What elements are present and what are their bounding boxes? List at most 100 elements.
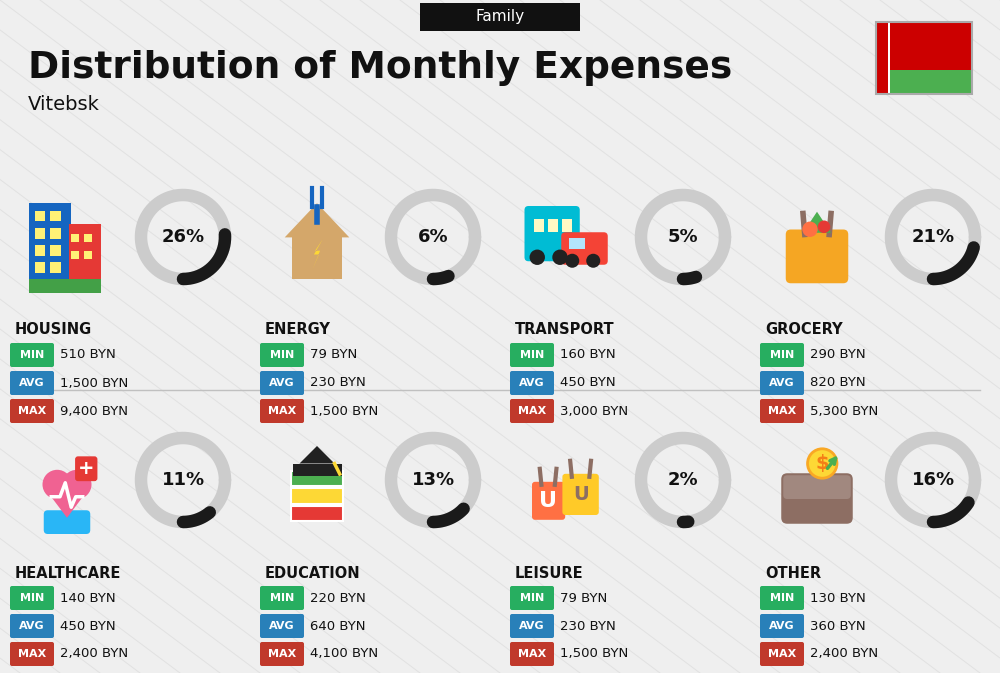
- Text: 2%: 2%: [668, 471, 698, 489]
- Text: MAX: MAX: [18, 649, 46, 659]
- Text: Family: Family: [475, 9, 525, 24]
- Text: Vitebsk: Vitebsk: [28, 96, 100, 114]
- Text: MAX: MAX: [268, 406, 296, 416]
- Polygon shape: [803, 212, 831, 233]
- FancyBboxPatch shape: [71, 251, 79, 259]
- Text: 230 BYN: 230 BYN: [560, 620, 616, 633]
- Text: 21%: 21%: [911, 228, 955, 246]
- Text: 130 BYN: 130 BYN: [810, 592, 866, 604]
- FancyBboxPatch shape: [510, 586, 554, 610]
- Text: 4,100 BYN: 4,100 BYN: [310, 647, 378, 660]
- FancyBboxPatch shape: [510, 371, 554, 395]
- FancyBboxPatch shape: [44, 510, 90, 534]
- Text: MAX: MAX: [518, 406, 546, 416]
- FancyBboxPatch shape: [876, 22, 972, 70]
- Text: EDUCATION: EDUCATION: [265, 565, 361, 581]
- Text: 26%: 26%: [161, 228, 205, 246]
- Text: MIN: MIN: [770, 593, 794, 603]
- Text: AVG: AVG: [19, 378, 45, 388]
- FancyBboxPatch shape: [781, 473, 853, 524]
- Text: OTHER: OTHER: [765, 565, 821, 581]
- FancyBboxPatch shape: [760, 642, 804, 666]
- FancyBboxPatch shape: [760, 371, 804, 395]
- FancyBboxPatch shape: [291, 488, 343, 504]
- Polygon shape: [312, 240, 323, 270]
- Text: +: +: [78, 459, 94, 479]
- FancyBboxPatch shape: [29, 279, 101, 293]
- FancyBboxPatch shape: [35, 262, 45, 273]
- Circle shape: [802, 221, 818, 237]
- FancyBboxPatch shape: [292, 464, 342, 476]
- Text: $: $: [815, 454, 829, 473]
- FancyBboxPatch shape: [260, 399, 304, 423]
- Circle shape: [42, 470, 72, 499]
- FancyBboxPatch shape: [510, 614, 554, 638]
- Text: MIN: MIN: [270, 593, 294, 603]
- Text: ENERGY: ENERGY: [265, 322, 331, 337]
- FancyBboxPatch shape: [562, 219, 572, 232]
- FancyBboxPatch shape: [562, 474, 599, 515]
- FancyBboxPatch shape: [783, 475, 851, 499]
- Text: MIN: MIN: [20, 350, 44, 360]
- FancyBboxPatch shape: [760, 343, 804, 367]
- Text: 2,400 BYN: 2,400 BYN: [60, 647, 128, 660]
- Text: AVG: AVG: [269, 378, 295, 388]
- Text: MAX: MAX: [768, 649, 796, 659]
- Text: 230 BYN: 230 BYN: [310, 376, 366, 390]
- FancyBboxPatch shape: [510, 343, 554, 367]
- Text: HEALTHCARE: HEALTHCARE: [15, 565, 121, 581]
- FancyBboxPatch shape: [291, 505, 343, 522]
- Text: 450 BYN: 450 BYN: [60, 620, 116, 633]
- FancyBboxPatch shape: [35, 211, 45, 221]
- FancyBboxPatch shape: [420, 3, 580, 31]
- Text: 3,000 BYN: 3,000 BYN: [560, 404, 628, 417]
- Text: MIN: MIN: [520, 350, 544, 360]
- Text: Distribution of Monthly Expenses: Distribution of Monthly Expenses: [28, 50, 732, 86]
- Text: MAX: MAX: [18, 406, 46, 416]
- FancyBboxPatch shape: [50, 262, 61, 273]
- Text: 820 BYN: 820 BYN: [810, 376, 866, 390]
- FancyBboxPatch shape: [50, 211, 61, 221]
- Text: 220 BYN: 220 BYN: [310, 592, 366, 604]
- Text: 11%: 11%: [161, 471, 205, 489]
- Text: 2,400 BYN: 2,400 BYN: [810, 647, 878, 660]
- FancyBboxPatch shape: [510, 642, 554, 666]
- FancyBboxPatch shape: [510, 399, 554, 423]
- Circle shape: [530, 250, 545, 265]
- FancyBboxPatch shape: [10, 642, 54, 666]
- Text: 1,500 BYN: 1,500 BYN: [60, 376, 128, 390]
- FancyBboxPatch shape: [524, 206, 580, 261]
- FancyBboxPatch shape: [569, 238, 584, 248]
- FancyBboxPatch shape: [10, 371, 54, 395]
- FancyBboxPatch shape: [69, 224, 101, 279]
- FancyBboxPatch shape: [35, 228, 45, 238]
- FancyBboxPatch shape: [84, 234, 92, 242]
- FancyBboxPatch shape: [292, 238, 342, 279]
- FancyBboxPatch shape: [10, 614, 54, 638]
- Text: MAX: MAX: [768, 406, 796, 416]
- Text: AVG: AVG: [269, 621, 295, 631]
- Text: 450 BYN: 450 BYN: [560, 376, 616, 390]
- Text: AVG: AVG: [519, 378, 545, 388]
- Polygon shape: [285, 203, 349, 238]
- FancyBboxPatch shape: [10, 399, 54, 423]
- FancyBboxPatch shape: [50, 228, 61, 238]
- Text: 5%: 5%: [668, 228, 698, 246]
- FancyBboxPatch shape: [561, 232, 608, 264]
- Text: 290 BYN: 290 BYN: [810, 349, 866, 361]
- Text: AVG: AVG: [769, 621, 795, 631]
- FancyBboxPatch shape: [84, 251, 92, 259]
- Text: 9,400 BYN: 9,400 BYN: [60, 404, 128, 417]
- Text: 510 BYN: 510 BYN: [60, 349, 116, 361]
- Circle shape: [818, 221, 830, 233]
- Text: MIN: MIN: [20, 593, 44, 603]
- Text: 5,300 BYN: 5,300 BYN: [810, 404, 878, 417]
- FancyBboxPatch shape: [260, 586, 304, 610]
- Text: MIN: MIN: [270, 350, 294, 360]
- Polygon shape: [43, 487, 91, 518]
- FancyBboxPatch shape: [532, 482, 565, 520]
- Text: U: U: [573, 485, 589, 504]
- Text: AVG: AVG: [769, 378, 795, 388]
- FancyBboxPatch shape: [71, 234, 79, 242]
- FancyBboxPatch shape: [260, 642, 304, 666]
